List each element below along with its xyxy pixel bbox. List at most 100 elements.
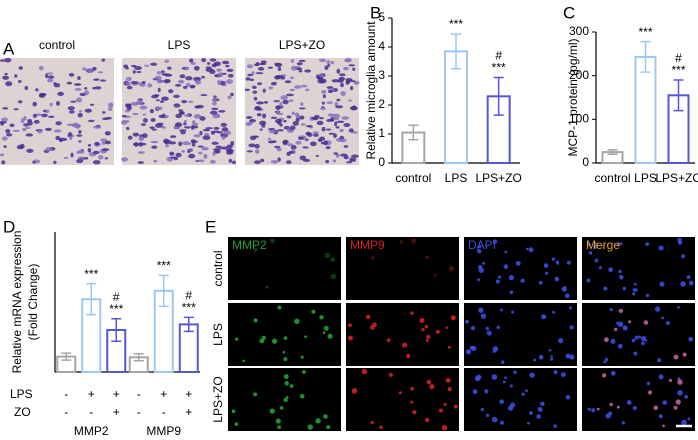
cell-signal — [480, 313, 487, 319]
cell — [270, 116, 278, 120]
cell-signal — [551, 257, 556, 261]
cell — [273, 100, 281, 103]
cell — [123, 64, 129, 69]
y-axis-label: Relative microglia amount — [364, 21, 378, 160]
cell — [205, 127, 214, 130]
cell — [37, 130, 43, 134]
cell — [295, 117, 300, 122]
cell-signal — [315, 418, 321, 424]
cell-signal — [513, 370, 517, 375]
cell — [192, 120, 196, 125]
cell-signal — [269, 408, 275, 414]
cell — [66, 81, 73, 85]
row-label: LPS — [211, 323, 225, 346]
cell — [153, 159, 158, 163]
cell — [275, 105, 281, 110]
error-bar — [183, 316, 194, 333]
cell — [104, 140, 112, 145]
error-bar — [86, 283, 97, 316]
cell — [290, 59, 295, 63]
cell — [68, 131, 72, 137]
cell — [101, 58, 106, 62]
cell — [35, 113, 42, 117]
cell — [284, 80, 292, 84]
x-tick-label: LPS — [445, 171, 468, 185]
significance: *** — [492, 61, 506, 75]
cell — [147, 83, 153, 88]
cell — [328, 90, 334, 93]
cell-signal — [569, 325, 574, 330]
cell-signal — [632, 405, 637, 411]
cell-signal — [520, 278, 525, 283]
cell — [199, 130, 203, 136]
cell — [226, 68, 234, 72]
cell — [288, 150, 294, 154]
cell — [332, 159, 336, 163]
fluorescence-image — [464, 303, 577, 366]
cell — [248, 143, 256, 148]
cell — [17, 79, 22, 83]
cell — [211, 141, 219, 145]
cell — [76, 97, 83, 103]
cell — [5, 128, 11, 134]
cell-signal — [495, 279, 500, 284]
cell — [99, 79, 107, 82]
cell — [274, 62, 282, 66]
cell — [183, 122, 187, 126]
cell — [212, 151, 216, 156]
cell — [190, 62, 196, 65]
cell — [339, 138, 347, 143]
cell — [346, 79, 351, 84]
cell — [3, 145, 7, 148]
cell-signal — [598, 266, 602, 270]
cell — [254, 143, 260, 149]
cell-signal — [500, 360, 505, 364]
cell-signal — [688, 336, 694, 342]
cell-signal — [283, 357, 288, 362]
cell-signal — [283, 336, 288, 340]
cell — [0, 153, 5, 157]
cell — [215, 145, 222, 148]
panel-label: A — [3, 39, 15, 58]
cell — [107, 102, 114, 108]
treatment-sign: - — [64, 387, 68, 401]
cell — [206, 62, 211, 65]
cell-signal — [677, 240, 683, 245]
cell — [84, 86, 88, 90]
cell — [209, 58, 217, 62]
cell-signal — [511, 310, 515, 314]
cell — [90, 103, 95, 106]
cell — [334, 101, 338, 107]
cell-signal — [330, 257, 336, 262]
cell — [84, 156, 89, 160]
cell — [179, 112, 184, 115]
cell — [163, 78, 171, 84]
cell — [169, 151, 175, 156]
cell — [45, 147, 53, 152]
cell — [184, 126, 191, 129]
cell-signal — [566, 260, 571, 265]
cell — [47, 78, 54, 83]
row-label: LPS+ZO — [211, 376, 225, 422]
cell — [245, 77, 251, 81]
cell — [303, 137, 308, 141]
cell — [201, 58, 207, 63]
cell — [67, 106, 75, 111]
cell — [338, 76, 346, 81]
cell-signal — [327, 333, 333, 339]
cell — [192, 125, 199, 129]
cell-signal — [478, 267, 485, 273]
cell-signal — [622, 325, 628, 331]
cell-signal — [419, 317, 425, 324]
cell — [321, 126, 326, 132]
cell-signal — [508, 274, 515, 281]
cell-signal — [323, 325, 329, 331]
cell — [345, 161, 353, 164]
cell — [32, 161, 36, 164]
cell — [280, 95, 289, 100]
cell-signal — [680, 281, 686, 287]
cell — [212, 101, 217, 106]
cell — [282, 99, 289, 105]
cell-signal — [234, 337, 239, 341]
cell — [277, 67, 282, 71]
